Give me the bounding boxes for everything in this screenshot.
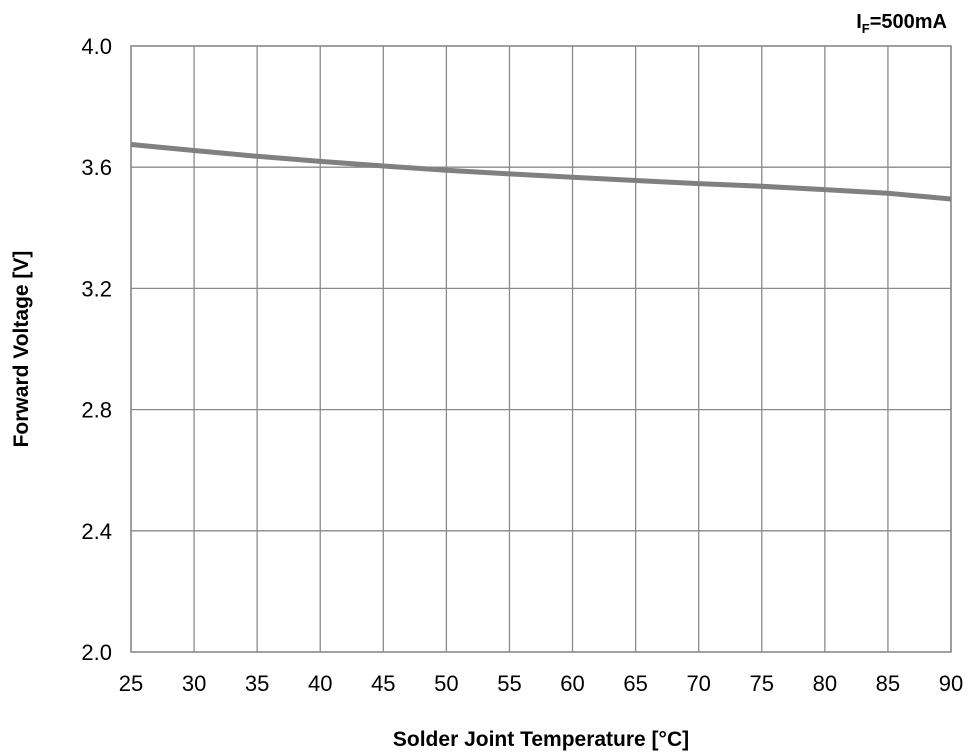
- x-tick-label: 50: [434, 671, 458, 696]
- condition-label: IF=500mA: [856, 11, 947, 36]
- x-tick-label: 30: [182, 671, 206, 696]
- y-tick-label: 2.4: [81, 519, 112, 544]
- series-line: [130, 142, 952, 202]
- y-tick-label: 2.0: [81, 640, 112, 665]
- x-tick-label: 55: [497, 671, 521, 696]
- y-tick-label: 4.0: [81, 34, 112, 59]
- x-tick-label: 65: [623, 671, 647, 696]
- x-tick-label: 75: [750, 671, 774, 696]
- x-tick-label: 40: [308, 671, 332, 696]
- x-tick-label: 90: [939, 671, 963, 696]
- x-tick-label: 70: [686, 671, 710, 696]
- x-tick-label: 60: [560, 671, 584, 696]
- x-tick-label: 45: [371, 671, 395, 696]
- x-tick-label: 25: [119, 671, 143, 696]
- x-tick-label: 85: [876, 671, 900, 696]
- condition-label-rest: =500mA: [870, 11, 947, 33]
- y-tick-labels: 2.0 2.4 2.8 3.2 3.6 4.0: [81, 34, 112, 665]
- x-tick-label: 35: [245, 671, 269, 696]
- series-layer: [130, 142, 952, 202]
- condition-label-sub: F: [862, 21, 870, 36]
- y-tick-label: 3.6: [81, 155, 112, 180]
- y-axis-title: Forward Voltage [V]: [10, 251, 33, 448]
- x-tick-labels: 25 30 35 40 45 50 55 60 65 70 75 80 85 90: [119, 671, 963, 696]
- x-axis-title: Solder Joint Temperature [°C]: [393, 728, 689, 751]
- y-tick-label: 2.8: [81, 398, 112, 423]
- condition-label-main: I: [856, 11, 862, 33]
- plot-frame: [130, 45, 952, 653]
- x-tick-label: 80: [813, 671, 837, 696]
- grid: [130, 45, 952, 653]
- y-tick-label: 3.2: [81, 276, 112, 301]
